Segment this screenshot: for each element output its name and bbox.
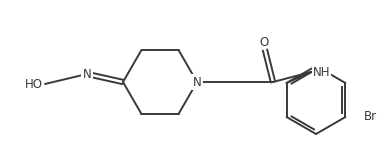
- Text: HO: HO: [25, 78, 43, 90]
- Text: N: N: [83, 68, 91, 81]
- Text: Br: Br: [363, 111, 377, 123]
- Text: O: O: [259, 36, 269, 50]
- Text: N: N: [193, 75, 201, 88]
- Text: NH: NH: [313, 66, 330, 78]
